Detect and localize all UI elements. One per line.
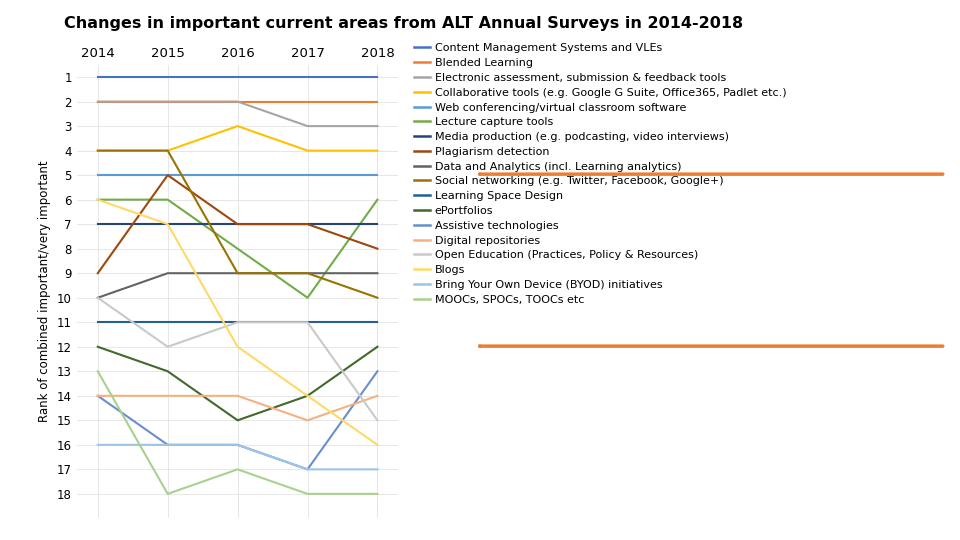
Legend: Content Management Systems and VLEs, Blended Learning, Electronic assessment, su: Content Management Systems and VLEs, Ble… — [414, 43, 786, 305]
Text: Changes in important current areas from ALT Annual Surveys in 2014-2018: Changes in important current areas from … — [63, 16, 743, 31]
Y-axis label: Rank of combined important/very important: Rank of combined important/very importan… — [38, 161, 52, 422]
